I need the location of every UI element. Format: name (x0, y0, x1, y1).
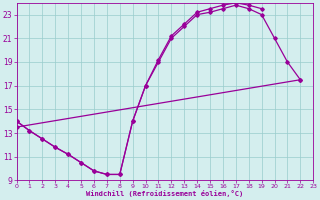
X-axis label: Windchill (Refroidissement éolien,°C): Windchill (Refroidissement éolien,°C) (86, 190, 244, 197)
